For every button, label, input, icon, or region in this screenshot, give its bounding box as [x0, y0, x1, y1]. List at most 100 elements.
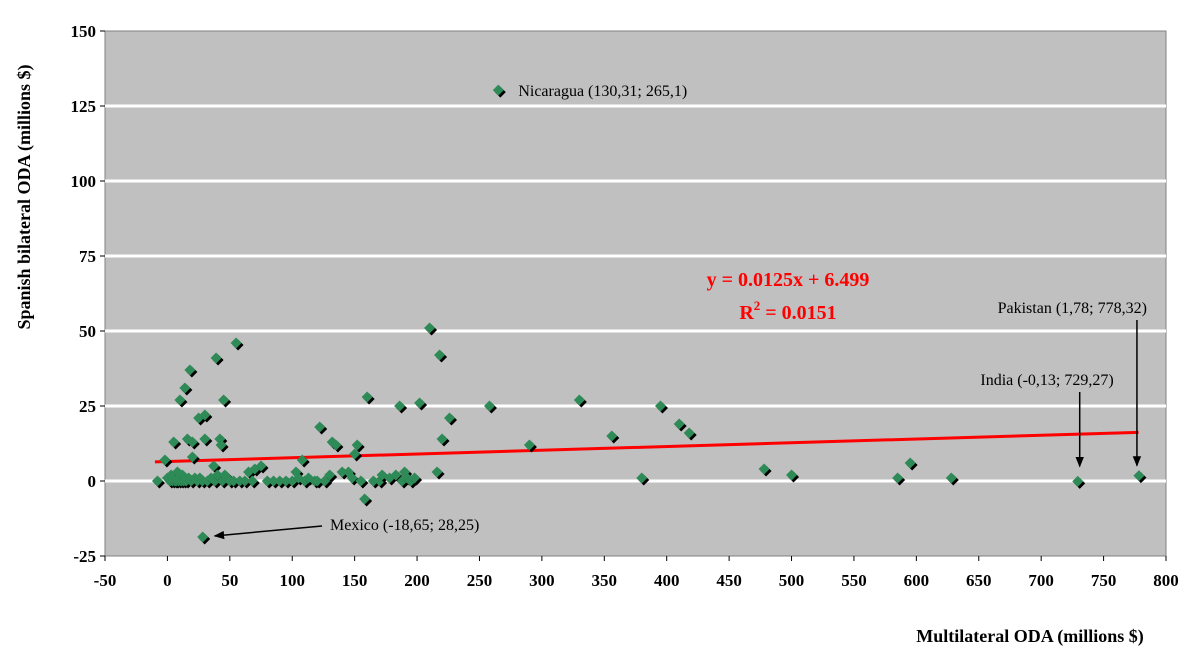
- data-point: [215, 439, 229, 453]
- x-tick-label: 50: [221, 571, 238, 590]
- data-point: [314, 421, 328, 435]
- gridlines: [105, 104, 1166, 483]
- r-squared-value: = 0.0151: [760, 302, 836, 324]
- x-tick-label: 400: [654, 571, 680, 590]
- r-squared-letter: R: [739, 302, 754, 324]
- trendline-equation: y = 0.0125x + 6.499: [707, 269, 870, 291]
- x-tick-label: 450: [716, 571, 742, 590]
- y-tick-label: 50: [79, 322, 96, 341]
- data-point: [523, 439, 537, 453]
- annotations: Nicaragua (130,31; 265,1) Pakistan (1,78;…: [213, 83, 1147, 540]
- data-point: [330, 439, 344, 453]
- data-point: [945, 472, 959, 486]
- x-tick-label: 150: [342, 571, 368, 590]
- trendline-layer: [154, 430, 1139, 464]
- data-point: [355, 475, 369, 489]
- x-tick-label: 250: [467, 571, 493, 590]
- data-point: [636, 472, 650, 486]
- data-point: [492, 84, 506, 98]
- data-point: [218, 394, 232, 408]
- data-point: [179, 382, 193, 396]
- y-tick-label: 25: [79, 397, 96, 416]
- data-point: [246, 475, 260, 489]
- data-point: [424, 322, 438, 336]
- data-point: [483, 400, 497, 414]
- data-point: [186, 436, 200, 450]
- data-point: [904, 457, 918, 471]
- x-tick-label: -50: [94, 571, 117, 590]
- data-point: [436, 433, 450, 447]
- x-tick-label: 0: [163, 571, 172, 590]
- y-tick-label: -25: [73, 547, 96, 566]
- data-point: [606, 430, 620, 444]
- y-tick-label: 125: [71, 97, 97, 116]
- data-point: [673, 418, 687, 432]
- data-point: [210, 352, 224, 366]
- data-point: [1072, 475, 1086, 489]
- x-tick-label: 200: [404, 571, 430, 590]
- data-point: [159, 454, 173, 468]
- annotation-mexico: Mexico (-18,65; 28,25): [330, 517, 479, 534]
- y-tick-label: 0: [88, 472, 97, 491]
- annotation-nicaragua: Nicaragua (130,31; 265,1): [518, 83, 687, 100]
- x-tick-label: 350: [592, 571, 618, 590]
- annotation-india: India (-0,13; 729,27): [980, 372, 1113, 389]
- data-point: [351, 439, 365, 453]
- annotation-pakistan: Pakistan (1,78; 778,32): [998, 300, 1147, 317]
- x-tick-label: 600: [904, 571, 930, 590]
- data-point: [199, 409, 213, 423]
- data-point: [683, 427, 697, 441]
- x-tick-label: 650: [966, 571, 992, 590]
- data-point: [359, 493, 373, 507]
- x-tick-label: 750: [1091, 571, 1117, 590]
- y-tick-label: 100: [71, 172, 97, 191]
- data-point: [434, 349, 448, 363]
- data-point: [349, 448, 363, 462]
- data-points: [151, 84, 1147, 545]
- x-axis-title: Multilateral ODA (millions $): [916, 626, 1143, 647]
- data-point: [394, 400, 408, 414]
- data-point: [199, 433, 213, 447]
- data-point: [346, 472, 360, 486]
- x-tick-label: 700: [1028, 571, 1054, 590]
- data-point: [573, 394, 587, 408]
- data-point: [151, 475, 165, 489]
- data-point: [409, 472, 423, 486]
- x-tick-label: 300: [529, 571, 555, 590]
- data-point: [654, 400, 668, 414]
- data-point: [892, 472, 906, 486]
- y-axis-title: Spanish bilateral ODA (millions $): [14, 64, 35, 329]
- data-point: [324, 469, 338, 483]
- x-tick-label: 100: [279, 571, 305, 590]
- plot-area: [104, 30, 1167, 557]
- y-tick-labels: -25 0 25 50 75 100 125 150: [71, 22, 105, 566]
- data-point: [786, 469, 800, 483]
- x-tick-label: 500: [779, 571, 805, 590]
- data-point: [230, 337, 244, 351]
- data-point: [255, 460, 269, 474]
- data-point: [184, 364, 198, 378]
- data-point: [758, 463, 772, 477]
- arrow-mexico: [213, 525, 323, 540]
- data-point: [296, 454, 310, 468]
- data-point: [1133, 470, 1147, 484]
- x-tick-label: 800: [1153, 571, 1179, 590]
- r-squared-superscript: 2: [754, 298, 761, 313]
- data-point: [444, 412, 458, 426]
- data-point: [361, 391, 375, 405]
- data-point: [390, 469, 404, 483]
- data-point: [431, 466, 445, 480]
- data-point: [186, 451, 200, 465]
- data-point: [414, 397, 428, 411]
- data-point: [168, 436, 182, 450]
- y-tick-label: 150: [71, 22, 97, 41]
- data-point: [174, 394, 188, 408]
- y-tick-label: 75: [79, 247, 96, 266]
- x-tick-labels: -50 0 50 100 150 200 250 300 350 400 450 500 550 600 6…: [94, 556, 1179, 590]
- r-squared-label: R2 = 0.0151: [739, 298, 836, 324]
- x-tick-label: 550: [841, 571, 867, 590]
- trendline: [154, 430, 1139, 464]
- data-point: [197, 531, 211, 545]
